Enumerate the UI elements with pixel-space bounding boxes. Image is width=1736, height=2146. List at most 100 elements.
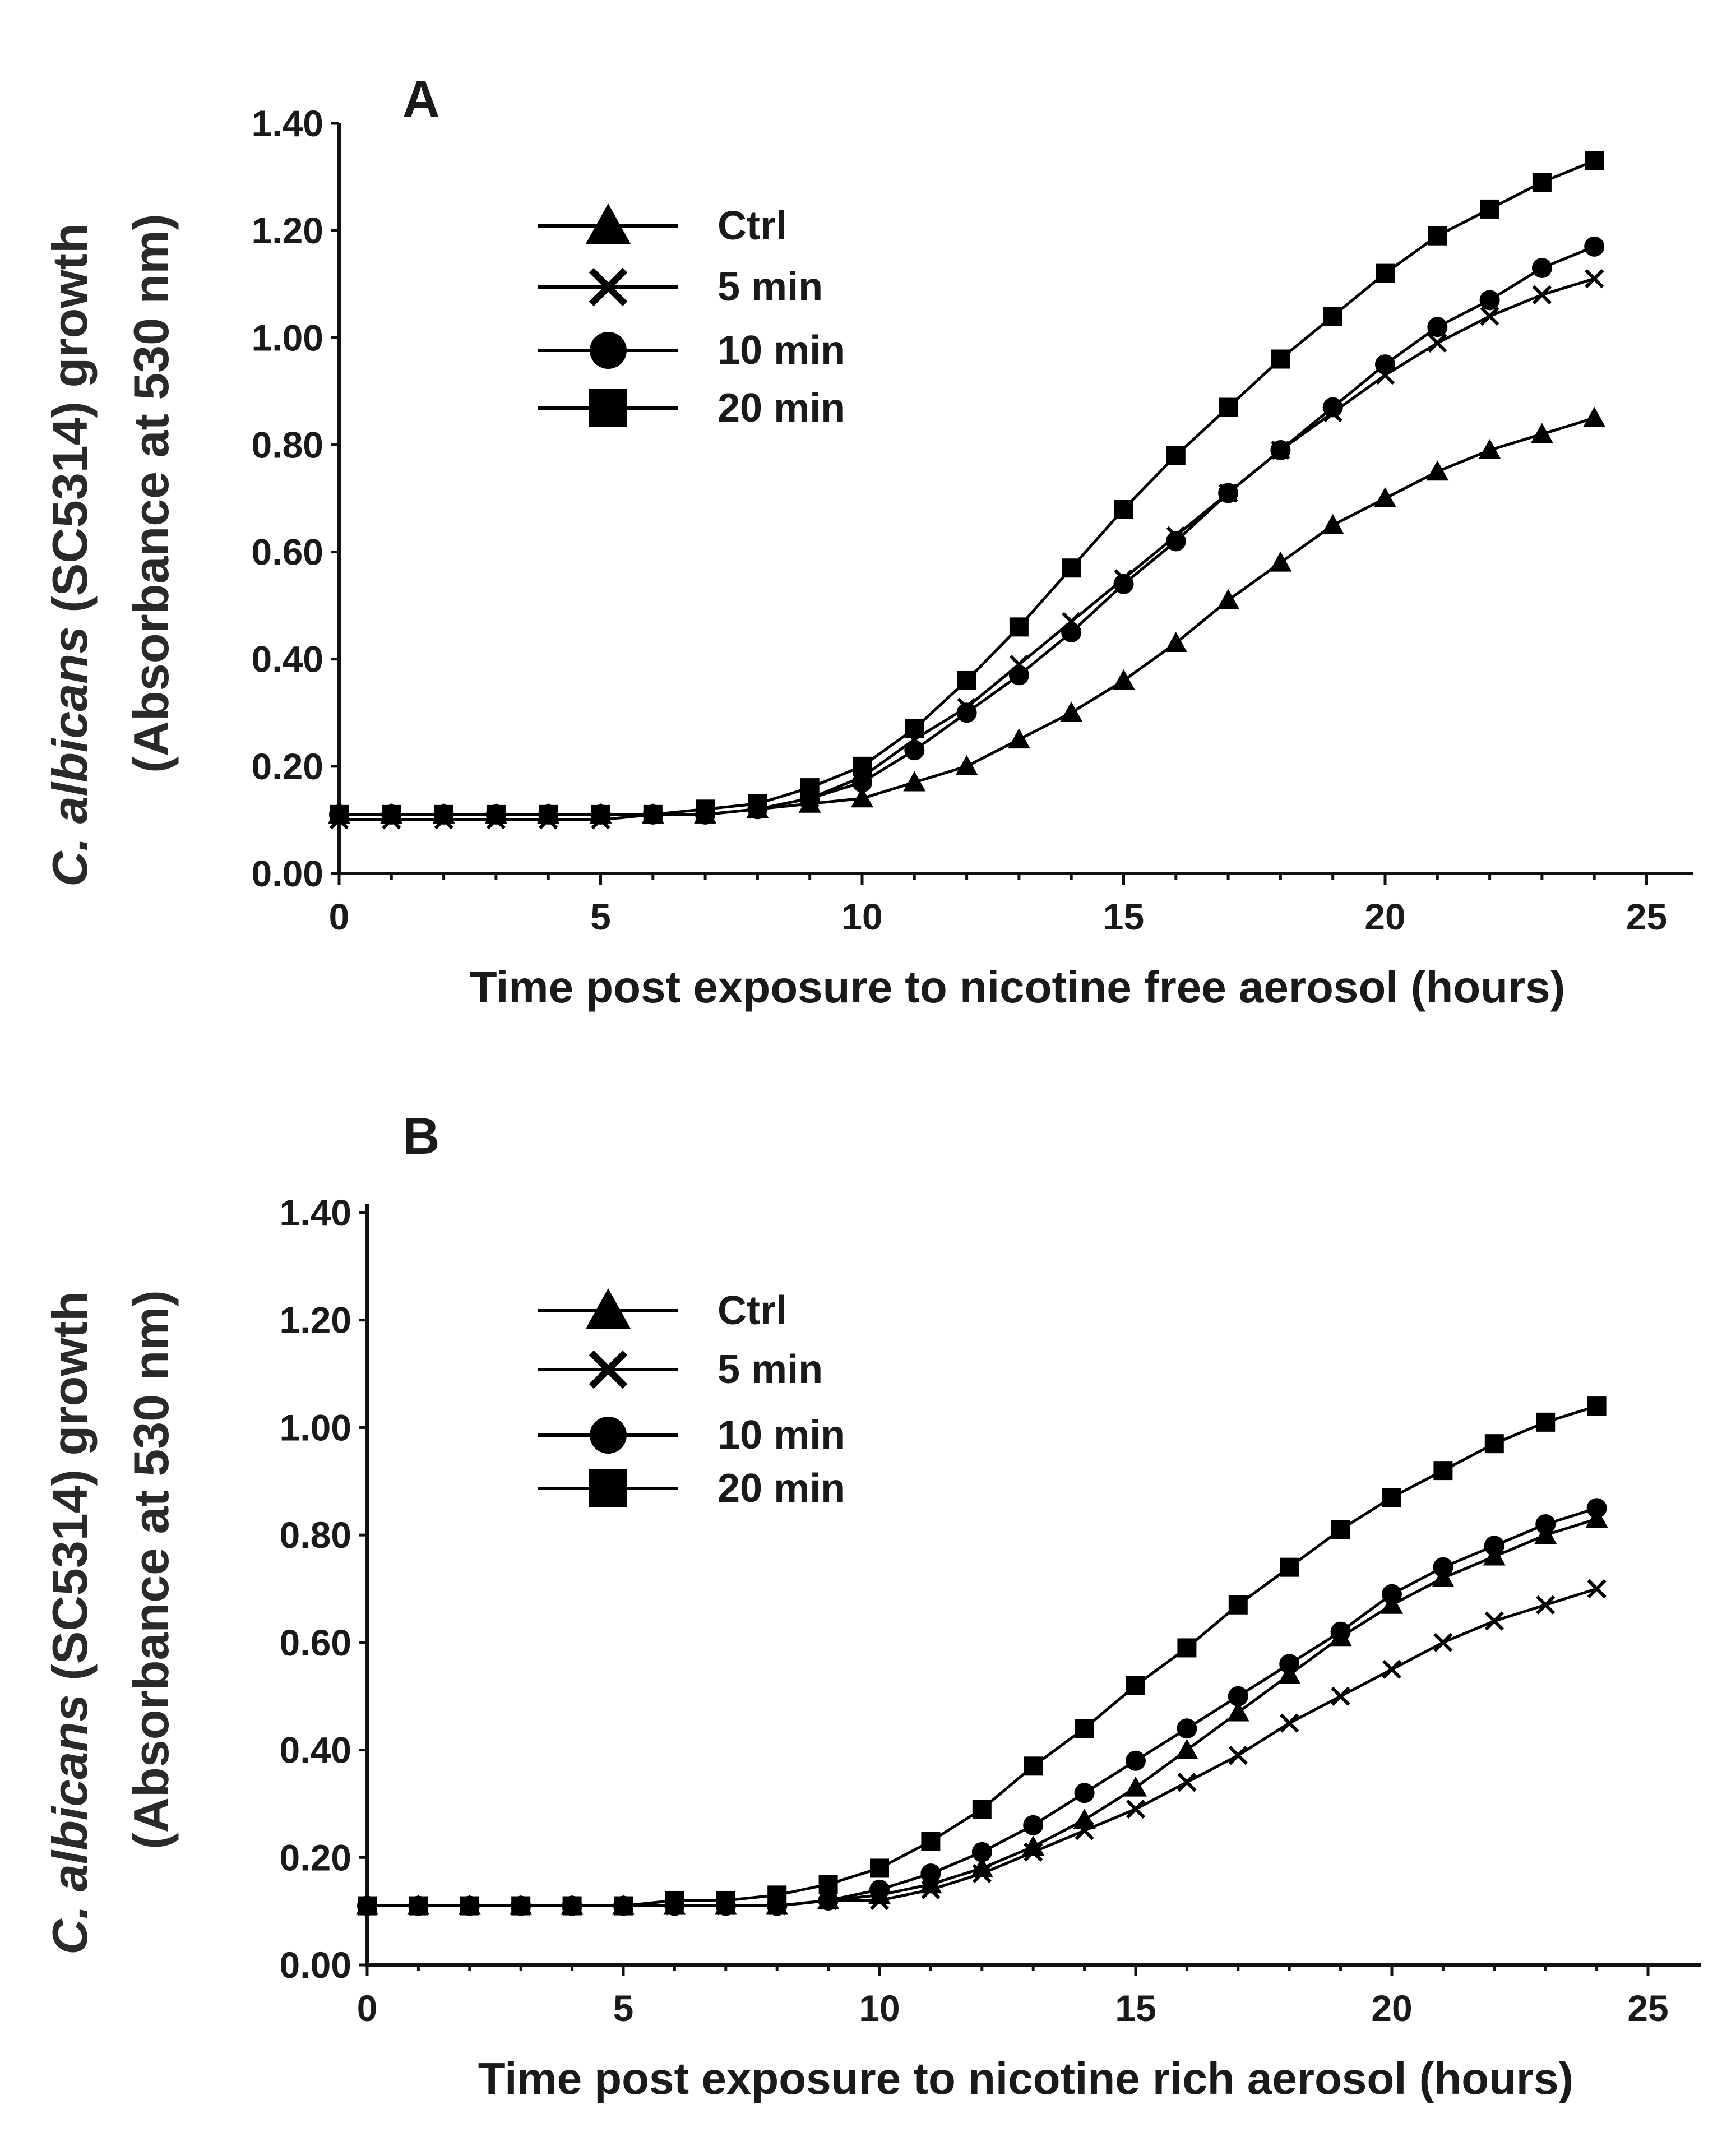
panel-a-series-20-min-point-22: [1480, 199, 1499, 219]
panel-a-series-ctrl-point-17: [1217, 589, 1240, 609]
panel-b-series-5-min-point-24: [1587, 1579, 1607, 1599]
panel-a-y-axis-title-rest: (SC5314) growth: [42, 223, 98, 626]
panel-a-series-10-min-point-13: [1008, 665, 1029, 686]
panel-b-series-10-min-point-10: [869, 1879, 890, 1900]
panel-a-legend-ctrl-label: Ctrl: [717, 203, 787, 248]
panel-b-series-20-min-point-8: [767, 1885, 787, 1905]
panel-a-series-10-min-point-15: [1113, 574, 1134, 594]
panel-a-series-20-min-point-18: [1271, 349, 1290, 369]
panel-b-series-ctrl-point-16: [1175, 1738, 1198, 1759]
panel-a-legend-20-min-marker: [589, 389, 627, 427]
panel-a-x-axis-title: Time post exposure to nicotine free aero…: [470, 962, 1565, 1012]
panel-a-legend-5-min-marker: [589, 267, 628, 307]
panel-a-series-ctrl-point-24: [1583, 406, 1606, 427]
panel-b-series-20-min-point-22: [1484, 1434, 1504, 1454]
panel-b-x-tick-label-0: 0: [357, 1987, 378, 2029]
panel-b-series-10-min-point-21: [1433, 1557, 1453, 1578]
panel-a-series-10-min-point-17: [1218, 483, 1239, 503]
panel-b-series-20-min-point-11: [921, 1831, 941, 1851]
panel-b-series-20-min-point-14: [1075, 1719, 1094, 1738]
panel-a-series-20-min-point-11: [905, 719, 924, 738]
panel-a-y-tick-label-1: 0.20: [252, 746, 323, 787]
panel-a-series-ctrl-point-19: [1321, 514, 1344, 534]
panel-a-series-20-min-point-21: [1428, 226, 1447, 246]
panel-a-series-ctrl-point-13: [1007, 728, 1030, 749]
panel-b-y-tick-label-2: 0.40: [280, 1729, 351, 1771]
panel-b-y-axis-title-italic: C. albicans: [42, 1694, 98, 1955]
panel-a-series-20-min-point-15: [1114, 499, 1133, 519]
panel-a-series-20-min-point-24: [1585, 151, 1604, 170]
panel-a-series-5-min-point-22: [1480, 306, 1499, 326]
panel-a-series-20-min-point-9: [800, 778, 820, 798]
panel-a-series-ctrl-point-22: [1478, 438, 1501, 459]
panel-b-series-20-min-point-6: [665, 1890, 684, 1910]
panel-b-y-tick-label-1: 0.20: [280, 1837, 351, 1878]
panel-b-series-5-min-point-13: [1024, 1842, 1043, 1862]
panel-b-series-20-min-point-12: [972, 1800, 992, 1819]
panel-b-y-tick-label-3: 0.60: [280, 1622, 351, 1663]
panel-a-legend-ctrl-marker: [586, 203, 631, 244]
panel-a-series-10-min-line: [339, 245, 1595, 816]
panel-b-series-5-min-point-16: [1177, 1772, 1197, 1792]
panel-a-series-10-min-point-16: [1165, 531, 1186, 552]
panel-a-series-ctrl-line: [339, 417, 1595, 816]
panel-b-y-axis-title-line2: (Absorbance at 530 nm): [123, 1290, 179, 1849]
panel-a-y-tick-label-7: 1.40: [252, 103, 323, 144]
panel-b-series-10-min-point-24: [1586, 1498, 1607, 1519]
panel-b-series-20-min-point-5: [614, 1896, 633, 1916]
panel-a-series-ctrl-point-10: [851, 787, 873, 808]
panel-b-x-tick-label-5: 25: [1627, 1987, 1668, 2029]
panel-a-series-20-min-point-6: [643, 804, 663, 824]
panel-a-letter: A: [402, 71, 439, 128]
panel-b: B C. albicans (SC5314) growth (Absorbanc…: [42, 1108, 1701, 2103]
panel-b-series-10-min-point-14: [1074, 1783, 1095, 1803]
panel-a-x-tick-label-0: 0: [329, 896, 350, 937]
panel-b-letter: B: [402, 1108, 439, 1165]
panel-b-series-5-min-point-14: [1075, 1821, 1094, 1840]
panel-b-series-5-min-point-15: [1126, 1799, 1146, 1819]
panel-a-legend-10-min-marker: [590, 332, 627, 369]
panel-b-series-10-min-point-22: [1484, 1535, 1504, 1556]
panel-b-series-20-min-point-1: [409, 1896, 428, 1916]
panel-b-series-20-min-point-21: [1433, 1461, 1453, 1481]
panel-a-series-20-min-point-1: [382, 804, 401, 824]
panel-a-legend-20-min-label: 20 min: [717, 386, 845, 431]
panel-a-y-axis-title-italic: C. albicans: [42, 626, 98, 887]
panel-b-series-5-min-point-23: [1536, 1595, 1556, 1615]
panel-a-series-ctrl-point-16: [1164, 632, 1187, 653]
panel-b-series-10-min-point-9: [818, 1890, 839, 1911]
panel-a-series-20-min-point-23: [1532, 173, 1552, 192]
panel-b-series-5-min-point-19: [1331, 1686, 1350, 1706]
panel-a-series-20-min-point-5: [591, 804, 610, 824]
panel-b-series-20-min-point-0: [358, 1896, 377, 1916]
panel-b-series-20-min-point-15: [1126, 1676, 1145, 1695]
panel-b-series-10-min-point-17: [1228, 1686, 1248, 1706]
panel-b-x-axis-title: Time post exposure to nicotine rich aero…: [478, 2054, 1573, 2103]
panel-a-series-10-min-point-21: [1427, 317, 1448, 337]
panel-b-x-tick-label-4: 20: [1371, 1987, 1412, 2029]
panel-b-series-20-min-point-18: [1280, 1557, 1299, 1577]
panel-a-series-10-min-point-23: [1531, 258, 1552, 279]
panel-b-series-20-min-point-7: [716, 1890, 735, 1910]
panel-b-series-20-min-point-10: [870, 1858, 889, 1878]
panel-b-series-ctrl-point-15: [1124, 1776, 1147, 1797]
panel-b-series-10-min-point-18: [1279, 1654, 1300, 1675]
panel-b-y-axis-title-line1: C. albicans (SC5314) growth: [42, 1291, 98, 1954]
panel-a-series-10-min-point-20: [1375, 354, 1395, 375]
panel-a-series-10-min-point-11: [904, 740, 925, 761]
panel-a-series-10-min-point-22: [1479, 290, 1500, 311]
panel-a-series-10-min-point-24: [1584, 236, 1605, 257]
panel-b-y-tick-label-7: 1.40: [280, 1192, 351, 1233]
panel-a-series-10-min-point-10: [852, 772, 872, 793]
panel-a-x-tick-label-3: 15: [1103, 896, 1144, 937]
panel-a-series-20-min-point-12: [957, 670, 976, 690]
panel-b-series-20-min-point-23: [1536, 1412, 1556, 1432]
panel-a-legend-5-min-label: 5 min: [717, 265, 823, 309]
panel-a-series-5-min-line: [339, 277, 1595, 821]
panel-b-legend-20-min-label: 20 min: [717, 1466, 845, 1511]
panel-a-series-ctrl-point-20: [1374, 487, 1396, 507]
panel-b-y-axis-title-rest: (SC5314) growth: [42, 1291, 98, 1694]
panel-a-y-tick-label-0: 0.00: [252, 853, 323, 894]
panel-b-series-20-min-point-3: [511, 1896, 531, 1916]
